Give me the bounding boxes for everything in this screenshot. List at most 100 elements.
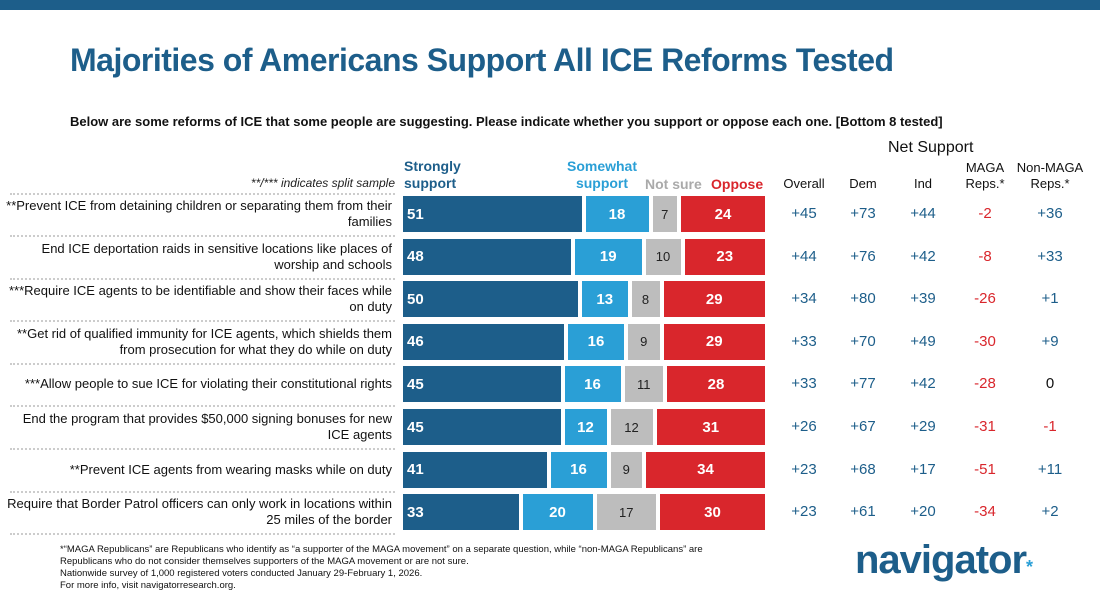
bar-strongly-support: 51	[403, 196, 582, 232]
bar-strongly-support: 50	[403, 281, 578, 318]
category-label: ***Allow people to sue ICE for violating…	[24, 376, 392, 392]
net-support-value: +33	[791, 332, 817, 350]
bar-strongly-support: 45	[403, 366, 561, 403]
net-support-value: +42	[910, 247, 936, 265]
legend-not-sure: Not sure	[645, 176, 702, 192]
bar-not-sure: 10	[645, 238, 681, 275]
legend-somewhat-support: Somewhat support	[566, 158, 637, 191]
row-divider	[10, 533, 395, 536]
bar-oppose: 28	[667, 366, 765, 403]
net-support-value: +61	[850, 503, 876, 521]
bar-not-sure: 9	[610, 451, 642, 488]
bar-not-sure: 11	[624, 366, 663, 403]
bar-not-sure: 17	[596, 494, 656, 531]
net-support-value: -30	[974, 332, 996, 350]
net-column-header: MAGA Reps.*	[965, 160, 1005, 191]
net-support-title: Net Support	[888, 139, 974, 156]
bar-oppose: 29	[663, 323, 765, 360]
category-label: Require that Border Patrol officers can …	[7, 496, 392, 528]
net-support-value: -8	[978, 247, 992, 265]
net-support-value: +73	[850, 205, 876, 222]
net-support-value: +33	[791, 375, 817, 393]
category-label: End ICE deportation raids in sensitive l…	[41, 240, 392, 272]
split-sample-note: **/*** indicates split sample	[250, 176, 395, 190]
bar-oppose: 31	[656, 409, 765, 445]
legend-oppose: Oppose	[711, 176, 764, 192]
net-column-header: Ind	[913, 176, 933, 191]
category-label: **Prevent ICE agents from wearing masks …	[69, 461, 392, 477]
net-support-value: +42	[910, 375, 936, 393]
net-support-value: +23	[791, 503, 817, 521]
bar-oppose: 34	[646, 451, 765, 488]
footnote: *“MAGA Republicans” are Republicans who …	[60, 544, 703, 592]
footnote-line: Nationwide survey of 1,000 registered vo…	[60, 568, 423, 579]
row-divider	[10, 320, 395, 323]
net-support-value: +77	[850, 375, 876, 393]
bar-strongly-support: 41	[403, 451, 547, 488]
net-column-header: Dem	[849, 176, 877, 191]
net-support-value: -51	[974, 460, 996, 478]
net-support-value: -28	[974, 375, 996, 393]
bar-somewhat-support: 16	[550, 451, 607, 488]
net-support-value: -1	[1043, 418, 1057, 435]
row-divider	[10, 193, 395, 195]
bar-strongly-support: 46	[403, 323, 564, 360]
net-support-value: +80	[850, 290, 876, 308]
net-support-value: +29	[910, 418, 936, 435]
navigator-logo: navigator*	[855, 538, 1033, 582]
row-divider	[10, 490, 395, 493]
net-support-value: -34	[974, 503, 996, 521]
category-label: **Get rid of qualified immunity for ICE …	[16, 325, 392, 357]
footnote-line: *“MAGA Republicans” are Republicans who …	[60, 544, 703, 555]
net-support-value: +26	[791, 418, 817, 435]
net-support-value: +20	[910, 503, 936, 521]
bar-somewhat-support: 18	[585, 196, 649, 232]
row-divider	[10, 362, 395, 365]
net-support-value: +1	[1041, 290, 1059, 308]
net-support-value: +76	[850, 247, 876, 265]
net-support-value: +39	[910, 290, 936, 308]
bar-somewhat-support: 12	[564, 409, 607, 445]
bar-not-sure: 9	[628, 323, 660, 360]
bar-somewhat-support: 16	[564, 366, 621, 403]
net-support-value: -26	[974, 290, 996, 308]
bar-oppose: 24	[681, 196, 765, 232]
category-label: ***Require ICE agents to be identifiable…	[8, 283, 392, 315]
row-divider	[10, 277, 395, 280]
net-support-value: 0	[1045, 375, 1055, 393]
net-support-value: +67	[850, 418, 876, 435]
net-support-value: +23	[791, 460, 817, 478]
bar-somewhat-support: 13	[582, 281, 628, 318]
row-divider	[10, 235, 395, 237]
bar-oppose: 29	[663, 281, 765, 318]
net-support-value: -2	[978, 205, 992, 222]
bar-not-sure: 7	[652, 196, 677, 232]
net-support-value: +49	[910, 332, 936, 350]
net-support-value: +70	[850, 332, 876, 350]
net-support-value: +9	[1041, 332, 1059, 350]
top-bar	[0, 0, 1100, 10]
net-support-value: +68	[850, 460, 876, 478]
bar-oppose: 23	[684, 238, 765, 275]
net-support-value: +34	[791, 290, 817, 308]
bar-strongly-support: 33	[403, 494, 519, 531]
bar-somewhat-support: 20	[522, 494, 593, 531]
category-label: **Prevent ICE from detaining children or…	[6, 198, 392, 229]
question-text: Below are some reforms of ICE that some …	[70, 114, 943, 129]
net-support-value: +45	[791, 205, 817, 222]
bar-not-sure: 8	[631, 281, 660, 318]
footnote-line: Republicans who do not consider themselv…	[60, 556, 469, 567]
bar-somewhat-support: 19	[575, 238, 642, 275]
net-support-value: +36	[1037, 205, 1063, 222]
row-divider	[10, 405, 395, 408]
net-support-value: +44	[910, 205, 936, 222]
net-column-header: Overall	[783, 176, 825, 191]
row-divider	[10, 448, 395, 450]
bar-strongly-support: 48	[403, 238, 571, 275]
net-support-value: +44	[791, 247, 817, 265]
net-support-value: +33	[1037, 247, 1063, 265]
net-support-value: +2	[1041, 503, 1059, 521]
net-support-value: -31	[974, 418, 996, 435]
page-title: Majorities of Americans Support All ICE …	[70, 42, 894, 78]
bar-not-sure: 12	[610, 409, 653, 445]
